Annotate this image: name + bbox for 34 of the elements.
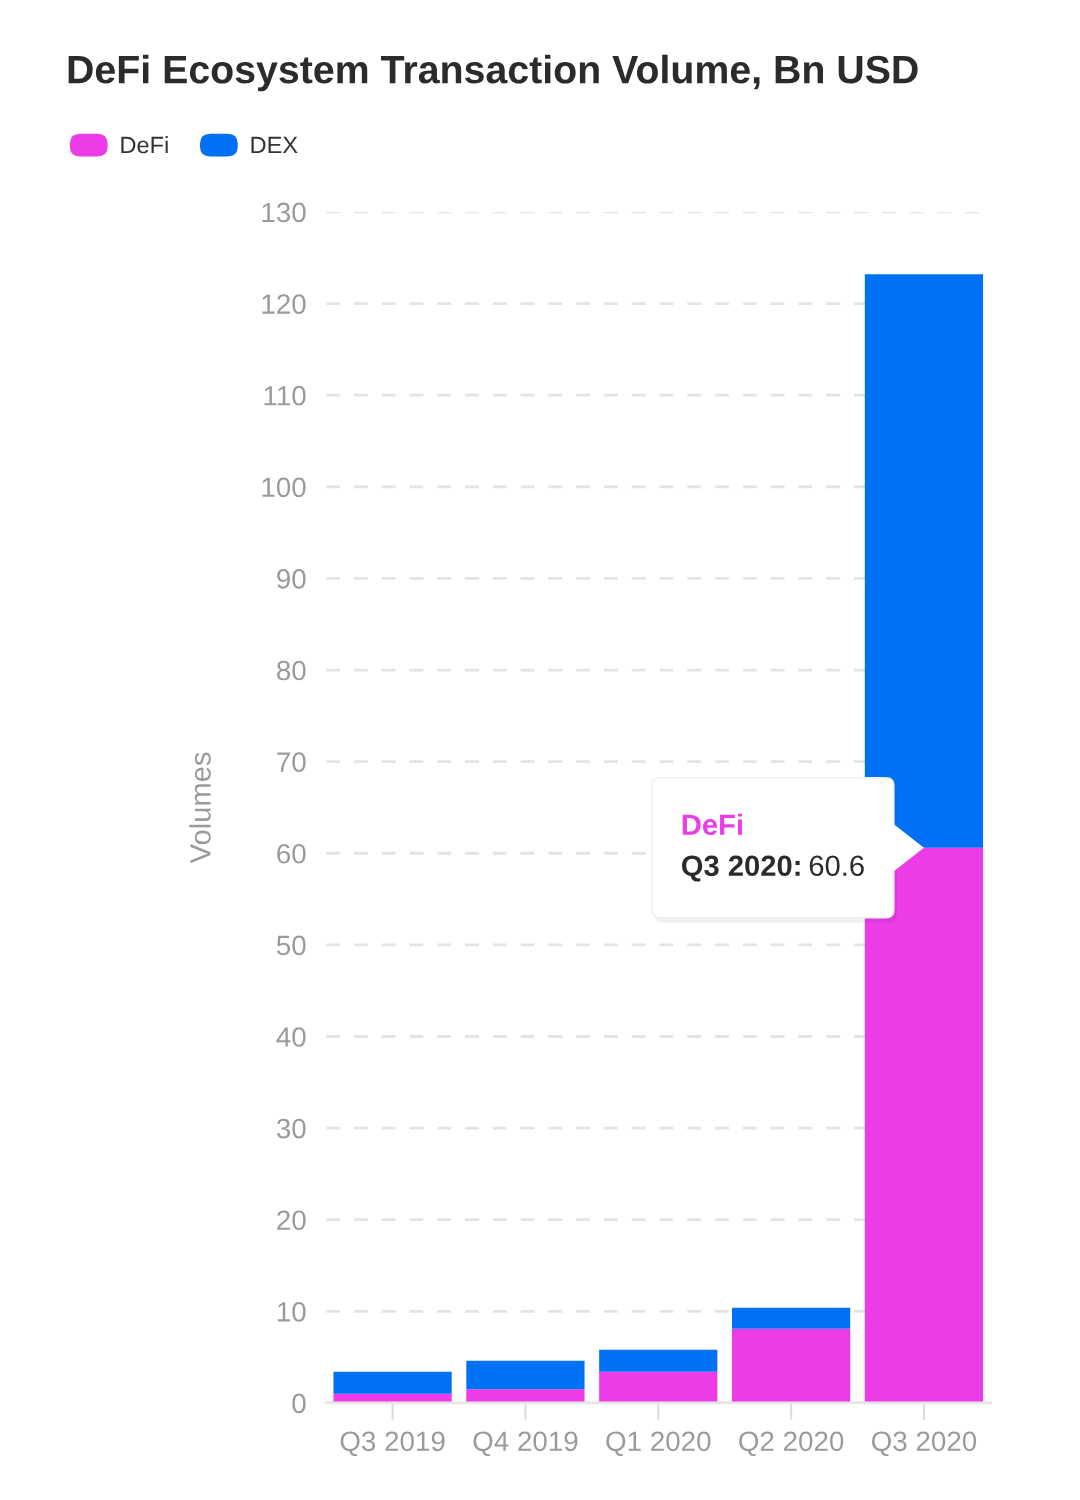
- annotation: Q3 2020: 60.6: [682, 855, 864, 882]
- bar: [864, 274, 984, 848]
- bar: [333, 1371, 452, 1394]
- y-tick-label: 110: [264, 385, 306, 406]
- x-tick-label: Q1 2020: [606, 1431, 711, 1457]
- legend-label: DEX: [251, 136, 298, 154]
- x-tick-label: Q3 2019: [340, 1431, 445, 1457]
- y-tick-label: 90: [277, 569, 306, 589]
- y-axis-title: Volumes: [189, 752, 211, 864]
- y-tick-label: 40: [276, 1027, 306, 1047]
- chart-title: DeFi Ecosystem Transaction Volume, Bn USD: [68, 54, 918, 92]
- bar: [864, 847, 984, 1403]
- x-tick-label: Q2 2020: [739, 1431, 844, 1457]
- bar: [599, 1371, 718, 1403]
- bar: [731, 1307, 851, 1329]
- bar: [599, 1349, 718, 1372]
- y-tick-label: 0: [292, 1393, 306, 1414]
- y-tick-label: 70: [277, 752, 306, 772]
- y-tick-label: 30: [276, 1118, 306, 1139]
- bar: [731, 1328, 851, 1403]
- y-tick-label: 10: [277, 1302, 306, 1322]
- x-tick-label: Q3 2020: [871, 1431, 977, 1457]
- y-tick-label: 20: [277, 1210, 306, 1231]
- bar: [466, 1389, 585, 1403]
- y-tick-label: 50: [276, 935, 306, 956]
- bar: [466, 1360, 585, 1390]
- y-tick-label: 100: [262, 477, 306, 498]
- legend-label: DeFi: [121, 136, 168, 154]
- y-tick-label: 120: [262, 294, 306, 314]
- x-tick-label: Q4 2019: [473, 1431, 578, 1457]
- y-tick-label: 80: [277, 660, 306, 681]
- annotation: DeFi: [682, 813, 742, 836]
- y-tick-label: 60: [277, 843, 306, 864]
- y-tick-label: 130: [262, 202, 306, 223]
